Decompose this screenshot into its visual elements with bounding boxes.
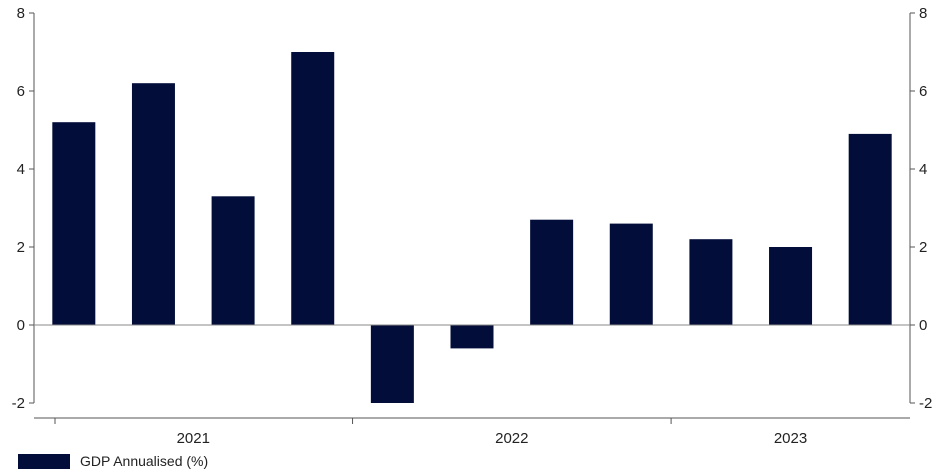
bar-2022-q4 <box>609 223 653 325</box>
y-tick-label-right: 2 <box>919 239 927 256</box>
y-tick-label-left: 8 <box>17 5 25 22</box>
bar-2023-q2 <box>769 247 813 325</box>
bar-2021-q3 <box>211 196 255 325</box>
x-tick-label: 2021 <box>177 430 210 447</box>
bars-group <box>52 52 892 403</box>
y-tick-label-left: 0 <box>17 317 25 334</box>
y-tick-label-right: 4 <box>919 161 927 178</box>
y-tick-label-left: 6 <box>17 83 25 100</box>
bar-2023-q3 <box>848 133 892 325</box>
bar-2021-q1 <box>52 122 96 325</box>
legend-swatch <box>18 453 70 469</box>
x-tick-label: 2023 <box>774 430 807 447</box>
y-axis-right: -2 0 2 4 6 8 <box>909 5 932 412</box>
bar-2022-q3 <box>530 219 574 325</box>
y-tick-label-left: 2 <box>17 239 25 256</box>
y-tick-label-right: 6 <box>919 83 927 100</box>
y-tick-label-left: -2 <box>12 395 25 412</box>
bar-2022-q1 <box>370 325 414 403</box>
y-axis-left: -2 0 2 4 6 8 <box>12 5 35 412</box>
legend: GDP Annualised (%) <box>18 453 208 469</box>
bar-2021-q4 <box>291 52 335 325</box>
y-tick-label-right: -2 <box>919 395 932 412</box>
x-tick-label: 2022 <box>495 430 528 447</box>
legend-label: GDP Annualised (%) <box>80 453 209 469</box>
x-axis: 2021 2022 2023 <box>34 324 910 447</box>
y-tick-label-left: 4 <box>17 161 25 178</box>
bar-2023-q1 <box>689 239 733 325</box>
y-tick-label-right: 8 <box>919 5 927 22</box>
y-tick-label-right: 0 <box>919 317 927 334</box>
bar-2021-q2 <box>131 83 175 325</box>
bar-2022-q2 <box>450 325 494 349</box>
